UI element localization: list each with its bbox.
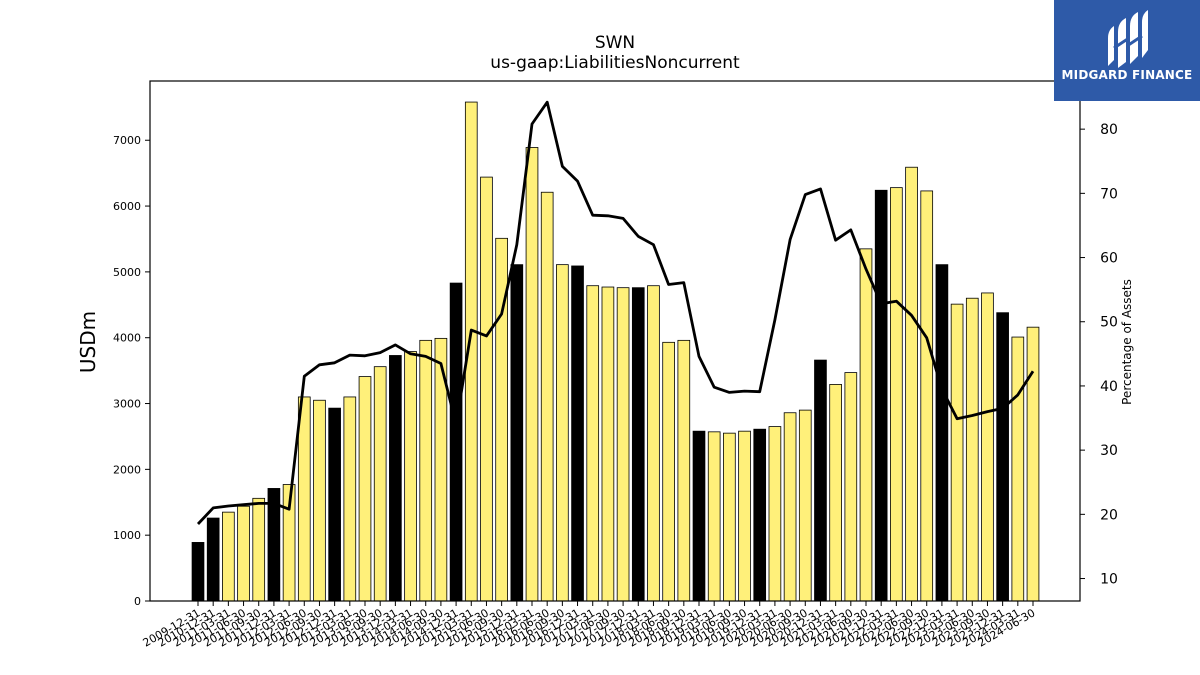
bar-2016-03-31 — [525, 147, 539, 602]
bar-2022-06-30 — [905, 166, 918, 602]
bar-2020-09-30 — [798, 409, 812, 602]
y2-tick-label: 30 — [1100, 443, 1118, 459]
y2-tick-label: 20 — [1100, 507, 1118, 523]
bar-2018-09-30 — [677, 339, 691, 602]
bar-2021-03-31 — [829, 384, 842, 602]
bar-2017-06-30 — [601, 286, 615, 602]
bar-2016-09-30 — [556, 264, 569, 602]
bar-2023-12-31 — [996, 312, 1009, 602]
bar-2014-06-30 — [419, 339, 433, 602]
y-tick-label: 5000 — [113, 266, 141, 279]
bar-2011-03-31 — [222, 511, 235, 602]
bar-2023-03-31 — [950, 303, 964, 602]
bar-2012-06-30 — [297, 396, 311, 602]
bar-2018-06-30 — [662, 341, 675, 602]
bar-2013-03-31 — [343, 396, 357, 602]
brand-logo: MIDGARD FINANCE — [1054, 0, 1200, 101]
bar-2023-06-30 — [965, 297, 979, 602]
percentage-series — [196, 100, 1035, 525]
bar-2022-12-31 — [935, 264, 949, 602]
bar-2022-09-30 — [920, 190, 934, 602]
bar-2017-09-30 — [616, 287, 630, 602]
bar-2014-12-31 — [449, 282, 463, 602]
bar-2018-03-31 — [647, 285, 660, 602]
bar-2017-03-31 — [586, 285, 600, 602]
bar-2024-06-30 — [1026, 326, 1040, 602]
bar-2013-06-30 — [358, 376, 372, 602]
y-tick-label: 6000 — [113, 200, 141, 213]
bar-2015-06-30 — [480, 176, 493, 602]
y2-tick-label: 50 — [1100, 315, 1118, 331]
y2-axis-label: Percentage of Assets — [1120, 279, 1134, 405]
percentage-line — [196, 100, 1035, 525]
y2-tick-label: 60 — [1100, 251, 1118, 267]
bar-2019-12-31 — [753, 428, 767, 602]
bar-2023-09-30 — [981, 292, 994, 602]
chart-title: SWN — [595, 33, 635, 53]
bar-2021-09-30 — [859, 248, 873, 602]
y-tick-label: 4000 — [113, 332, 141, 345]
y-tick-label: 3000 — [113, 398, 141, 411]
bar-2022-03-31 — [890, 187, 903, 602]
y2-tick-label: 70 — [1100, 186, 1118, 202]
bar-2014-03-31 — [404, 351, 417, 602]
bar-2020-06-30 — [783, 412, 797, 602]
bar-2020-12-31 — [814, 359, 827, 602]
bar-2011-06-30 — [237, 505, 250, 602]
bar-2013-09-30 — [373, 366, 387, 602]
bar-2011-09-30 — [252, 497, 266, 602]
bar-2021-12-31 — [874, 189, 888, 602]
bar-2021-06-30 — [844, 372, 858, 602]
y-tick-label: 1000 — [113, 529, 141, 542]
bar-2019-09-30 — [738, 430, 751, 602]
y-tick-label: 7000 — [113, 134, 141, 147]
bar-2018-12-31 — [692, 430, 706, 602]
bar-2009-12-31 — [191, 542, 205, 602]
bar-2010-12-31 — [206, 517, 220, 602]
bar-series — [191, 101, 1040, 602]
chart-subtitle: us-gaap:LiabilitiesNoncurrent — [490, 53, 740, 73]
bar-2012-09-30 — [313, 399, 326, 602]
bar-2024-03-31 — [1011, 336, 1025, 602]
bar-2019-03-31 — [707, 431, 721, 602]
bar-2016-06-30 — [540, 191, 554, 602]
midgard-m-logo-icon — [1108, 10, 1148, 68]
bar-2017-12-31 — [631, 287, 645, 602]
bar-2015-12-31 — [510, 264, 524, 602]
bar-2019-06-30 — [723, 432, 736, 602]
y2-tick-label: 40 — [1100, 379, 1118, 395]
y-tick-label: 2000 — [113, 463, 141, 476]
bar-2013-12-31 — [389, 355, 402, 602]
plot-frame — [149, 80, 1081, 602]
y-tick-label: 0 — [134, 595, 141, 608]
y2-tick-label: 80 — [1100, 122, 1118, 138]
bar-2012-12-31 — [328, 407, 341, 602]
bar-2016-12-31 — [571, 265, 584, 602]
y2-tick-label: 10 — [1100, 572, 1118, 588]
bar-2020-03-31 — [768, 426, 782, 602]
y-axis-label: USDm — [76, 311, 100, 373]
axes: 0 1000 2000 3000 4000 5000 6000 7000 10 20 30 40 50 6… — [113, 80, 1118, 650]
brand-name: MIDGARD FINANCE — [1061, 68, 1193, 82]
